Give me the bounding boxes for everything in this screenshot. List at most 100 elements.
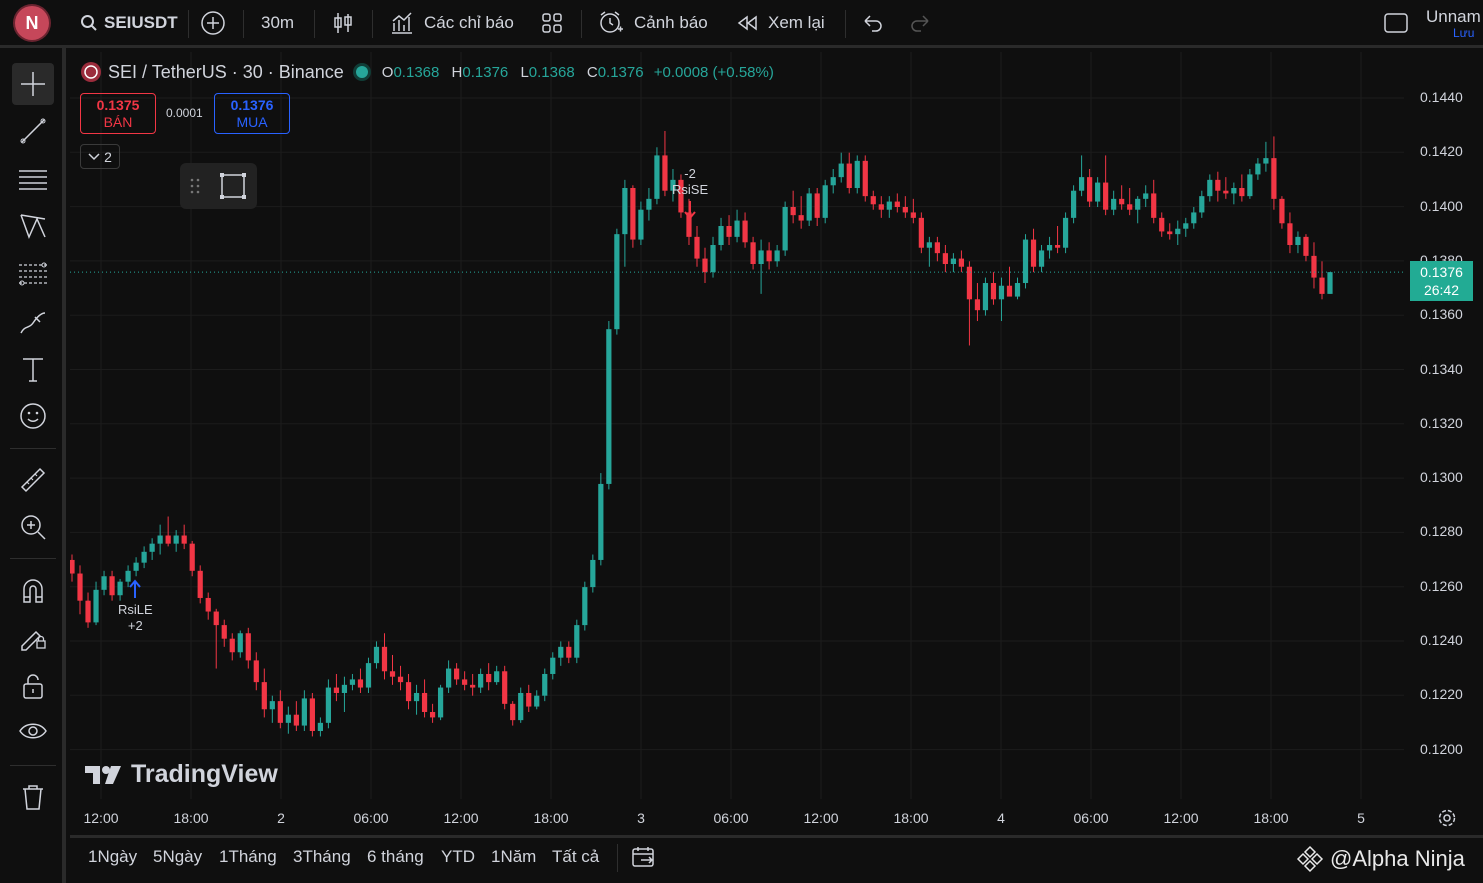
sell-label: BÁN <box>103 114 133 130</box>
symbol-search-button[interactable]: SEIUSDT <box>80 0 178 46</box>
text-tool[interactable] <box>12 348 54 390</box>
candle-body <box>397 676 404 683</box>
candle-body <box>1247 174 1253 197</box>
candle-body <box>942 253 948 265</box>
zoom-tool[interactable] <box>12 506 54 548</box>
templates-button[interactable] <box>541 0 563 46</box>
candle-body <box>678 179 684 213</box>
lock-drawing-tool[interactable] <box>12 616 54 658</box>
alarm-clock-icon <box>600 11 623 33</box>
buy-button[interactable]: 0.1376 MUA <box>214 93 290 134</box>
candle-body <box>229 638 235 653</box>
candle-body <box>718 226 724 246</box>
candle-body <box>1303 236 1309 256</box>
candle-body <box>1271 158 1277 199</box>
symbol-label: SEIUSDT <box>104 13 178 32</box>
candle-body <box>205 597 211 612</box>
compare-symbol-button[interactable] <box>200 0 226 46</box>
candle-body <box>237 633 243 653</box>
sei-logo-icon <box>81 62 101 82</box>
price-axis-label: 0.1360 <box>1420 306 1463 323</box>
user-avatar[interactable]: N <box>15 6 49 40</box>
candle-body <box>478 673 484 688</box>
layout-name[interactable]: Unnam <box>1426 7 1481 26</box>
drag-handle-icon[interactable] <box>190 178 200 194</box>
buy-price: 0.1376 <box>230 97 274 113</box>
trend-line-tool[interactable] <box>12 110 54 152</box>
price-axis-label: 0.1300 <box>1420 469 1463 486</box>
undo-icon <box>864 15 882 32</box>
candle-body <box>502 671 508 704</box>
lock-all-tool[interactable] <box>12 665 54 707</box>
range-button[interactable]: Tất cả <box>552 847 600 866</box>
delete-drawings-tool[interactable] <box>12 776 54 818</box>
range-button[interactable]: 1Năm <box>491 847 537 866</box>
candle-body <box>157 535 163 544</box>
candle-body <box>998 285 1005 300</box>
candle-body <box>1319 277 1325 294</box>
indicator-collapse-button[interactable]: 2 <box>80 144 120 169</box>
save-status[interactable]: Lưu <box>1453 26 1475 40</box>
tradingview-logo[interactable]: TradingView <box>85 760 278 789</box>
replay-button[interactable]: Xem lại <box>736 0 825 46</box>
candle-body <box>1199 196 1205 213</box>
visibility-tool[interactable] <box>12 711 54 753</box>
tv-logo-icon <box>85 765 121 784</box>
candle-body <box>269 701 275 710</box>
text-icon <box>23 358 43 382</box>
candle-body <box>1223 190 1229 194</box>
candle-body <box>357 679 364 688</box>
redo-button[interactable] <box>909 0 931 46</box>
arrow-up-icon <box>129 579 142 598</box>
undo-button[interactable] <box>862 0 884 46</box>
candle-body <box>1111 198 1117 210</box>
rewind-icon <box>737 15 757 31</box>
candle-body <box>854 160 860 188</box>
candle-body <box>582 587 588 626</box>
candle-body <box>1127 204 1133 210</box>
candle-body <box>445 668 452 688</box>
fib-tool[interactable] <box>12 253 54 295</box>
range-button[interactable]: YTD <box>441 847 475 866</box>
range-button[interactable]: 6 tháng <box>367 847 424 866</box>
price-axis-label: 0.1420 <box>1420 143 1463 160</box>
candle-body <box>1046 245 1053 251</box>
measure-tool[interactable] <box>12 459 54 501</box>
square-icon <box>1384 13 1408 33</box>
time-axis-label: 12:00 <box>83 810 119 826</box>
range-button[interactable]: 5Ngày <box>153 847 203 866</box>
candle-body <box>293 714 299 726</box>
candle-body <box>774 250 780 262</box>
horizontal-lines-tool[interactable] <box>12 158 54 200</box>
price-chart[interactable] <box>70 52 1404 799</box>
indicators-button[interactable]: Các chỉ báo <box>390 0 514 46</box>
pattern-tool[interactable] <box>12 205 54 247</box>
candle-body <box>758 250 764 265</box>
emoji-tool[interactable] <box>12 395 54 437</box>
crosshair-tool[interactable] <box>12 63 54 105</box>
alerts-button[interactable]: Cảnh báo <box>598 0 708 46</box>
range-button[interactable]: 1Ngày <box>88 847 138 866</box>
candle-body <box>686 212 692 237</box>
chart-settings-button[interactable] <box>1437 808 1457 833</box>
brush-tool[interactable] <box>12 301 54 343</box>
sell-button[interactable]: 0.1375 BÁN <box>80 93 156 134</box>
price-axis-label: 0.1340 <box>1420 360 1463 377</box>
candle-body <box>389 671 396 677</box>
chart-type-button[interactable] <box>332 0 354 46</box>
candle-body <box>934 242 940 254</box>
fullscreen-button[interactable] <box>1383 0 1409 46</box>
goto-date-button[interactable] <box>631 845 657 874</box>
magnet-tool[interactable] <box>12 569 54 611</box>
rectangle-select-icon[interactable] <box>218 171 248 201</box>
range-button[interactable]: 1Tháng <box>219 847 277 866</box>
time-axis-label: 5 <box>1357 810 1365 826</box>
candle-body <box>261 682 267 710</box>
horizontal-lines-icon <box>19 170 47 190</box>
symbol-title[interactable]: SEI / TetherUS · 30 · Binance <box>108 61 344 82</box>
price-axis-label: 0.1280 <box>1420 523 1463 540</box>
time-axis-label: 3 <box>637 810 645 826</box>
range-button[interactable]: 3Tháng <box>293 847 351 866</box>
floating-drawing-toolbar <box>180 163 257 209</box>
interval-button[interactable]: 30m <box>261 13 295 32</box>
